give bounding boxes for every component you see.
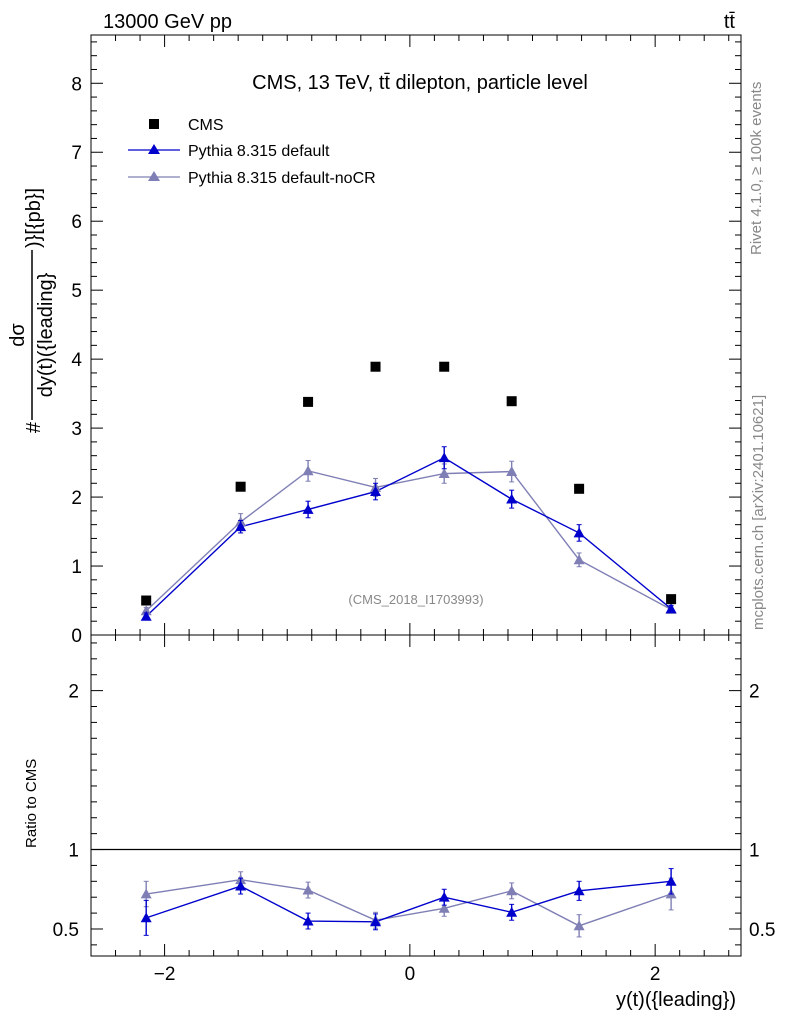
y-label-suffix: )}[{pb}] xyxy=(23,188,45,248)
header-energy-label: 13000 GeV pp xyxy=(103,11,232,33)
y-tick-label-main: 7 xyxy=(71,143,82,164)
data-point-default xyxy=(370,486,382,496)
ratio-point-nocr xyxy=(573,920,585,931)
ratio-point-default xyxy=(370,916,382,927)
legend-nocr-marker xyxy=(148,171,160,181)
data-point-default xyxy=(140,610,152,621)
ratio-point-default xyxy=(573,885,585,896)
data-point-default xyxy=(665,603,677,614)
main-y-axis-label: # dσ dy(t)({leading} )}[{pb}] xyxy=(7,188,57,433)
series-line-default xyxy=(145,456,672,617)
ratio-point-nocr xyxy=(506,885,518,896)
data-series xyxy=(140,361,677,621)
legend: CMS Pythia 8.315 default Pythia 8.315 de… xyxy=(128,117,376,187)
y-tick-label-main: 5 xyxy=(71,281,82,302)
ratio-point-default xyxy=(438,891,450,902)
ratio-series xyxy=(140,868,677,938)
data-point-default xyxy=(506,493,518,504)
data-point-nocr xyxy=(506,466,518,476)
data-point-nocr xyxy=(573,554,585,565)
y-label-numerator: dσ xyxy=(7,323,29,347)
legend-default-marker xyxy=(148,144,160,154)
y-tick-label-main: 8 xyxy=(71,74,82,95)
y-tick-label-main: 6 xyxy=(71,212,82,233)
data-point-cms xyxy=(141,595,152,606)
x-tick-label: 2 xyxy=(650,964,661,985)
data-point-default xyxy=(302,503,314,514)
analysis-id-label: (CMS_2018_I1703993) xyxy=(348,592,483,607)
legend-cms-label: CMS xyxy=(188,117,224,134)
ratio-point-default xyxy=(235,880,247,891)
data-point-default xyxy=(573,527,585,538)
y-tick-label-main: 2 xyxy=(71,488,82,509)
data-point-cms xyxy=(370,361,381,372)
mcplots-label: mcplots.cern.ch [arXiv:2401.10621] xyxy=(750,395,767,630)
legend-cms-marker xyxy=(149,119,159,129)
ratio-plot-frame xyxy=(90,634,742,957)
data-point-cms xyxy=(666,594,677,605)
axis-ticks: −2 0 2 0 1 2 3 4 5 6 7 8 0.5 0.5 1 1 2 2 xyxy=(53,35,775,985)
rivet-version-label: Rivet 4.1.0, ≥ 100k events xyxy=(748,82,765,255)
x-tick-label: −2 xyxy=(154,964,176,985)
legend-nocr-label: Pythia 8.315 default-noCR xyxy=(188,170,376,187)
legend-default-label: Pythia 8.315 default xyxy=(188,143,330,160)
ratio-line-default xyxy=(145,880,672,923)
data-point-cms xyxy=(439,361,450,372)
y-tick-label-ratio-left: 2 xyxy=(68,682,79,703)
ratio-point-nocr xyxy=(140,888,152,899)
y-tick-label-ratio-left: 0.5 xyxy=(53,920,79,941)
x-tick-label: 0 xyxy=(405,964,416,985)
data-point-cms xyxy=(506,396,517,407)
ratio-point-nocr xyxy=(438,902,450,913)
data-point-cms xyxy=(303,396,314,407)
data-point-nocr xyxy=(438,468,450,479)
data-point-nocr xyxy=(140,605,152,616)
x-axis-label: y(t)({leading}) xyxy=(616,989,736,1011)
data-point-cms xyxy=(574,483,585,494)
series-line-nocr xyxy=(145,470,672,612)
ratio-point-nocr xyxy=(302,884,314,895)
y-tick-label-ratio-right: 0.5 xyxy=(749,920,775,941)
y-tick-label-ratio-right: 1 xyxy=(749,841,760,862)
data-point-nocr xyxy=(302,465,314,476)
header-process-label: tt̄ xyxy=(724,11,736,33)
data-point-default xyxy=(438,452,450,463)
y-label-denominator: dy(t)({leading} xyxy=(35,272,57,397)
ratio-y-axis-label: Ratio to CMS xyxy=(23,759,40,848)
ratio-point-default xyxy=(506,906,518,917)
y-tick-label-main: 1 xyxy=(71,557,82,578)
ratio-point-default xyxy=(302,915,314,926)
y-label-prefix: # xyxy=(23,421,45,433)
ratio-point-default xyxy=(665,875,677,886)
y-tick-label-main: 4 xyxy=(71,350,82,371)
plot-title: CMS, 13 TeV, tt̄ dilepton, particle leve… xyxy=(252,72,588,94)
ratio-line-nocr xyxy=(146,879,672,927)
ratio-point-default xyxy=(140,912,152,923)
y-tick-label-main: 0 xyxy=(71,626,82,647)
data-point-cms xyxy=(235,481,246,492)
data-point-default xyxy=(235,521,247,532)
y-tick-label-ratio-left: 1 xyxy=(68,841,79,862)
y-tick-label-main: 3 xyxy=(71,419,82,440)
y-tick-label-ratio-right: 2 xyxy=(749,682,760,703)
